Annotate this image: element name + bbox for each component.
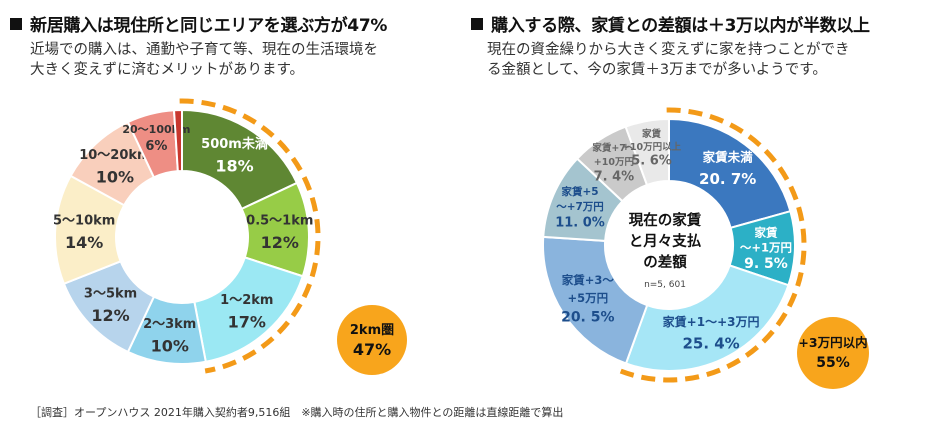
right-subtitle-line1: 現在の資金繰りから大きく変えずに家を持つことができ	[487, 42, 850, 58]
left-callout: 2km圏 47%	[337, 305, 407, 375]
slice-3-1-3	[624, 264, 790, 372]
right-callout: +3万円以内 55%	[797, 317, 869, 389]
right-title-text: 購入する際、家賃との差額は＋3万以内が半数以上	[491, 16, 870, 36]
slice-value-4: 20. 5%	[561, 309, 614, 325]
slice-label-2: 〜+1万円	[740, 241, 792, 255]
slice-label-6: 5〜10km	[53, 213, 115, 228]
center-line2: と月々支払	[629, 232, 702, 250]
center-line1: 現在の家賃	[629, 211, 702, 229]
slice-label-4: 2〜3km	[143, 317, 196, 332]
slice-value-6: 14%	[65, 233, 103, 252]
bullet-square	[471, 18, 483, 30]
slice-value-3: 25. 4%	[682, 335, 739, 353]
slice-label-5: 家賃+5	[561, 185, 598, 198]
slice-label-7: 家賃	[642, 128, 662, 140]
slice-label-5: 3〜5km	[84, 287, 137, 302]
slice-label-3: 家賃+1〜+3万円	[663, 314, 760, 329]
slice-label-4: 家賃+3〜	[562, 273, 615, 287]
slice-label-2: 家賃	[754, 226, 777, 240]
left-title-text: 新居購入は現住所と同じエリアを選ぶ方が47%	[30, 16, 388, 36]
slice-label-6: +10万円	[594, 157, 634, 168]
highlight-dashed-arc	[619, 107, 807, 383]
slice-value-2: 9. 5%	[744, 256, 788, 272]
slice-9-100km	[172, 108, 183, 173]
footnote: ［調査］オープンハウス 2021年購入契約者9,516組 ※購入時の住所と購入物…	[30, 406, 564, 419]
left-subtitle: 近場での購入は、通勤や子育て等、現在の生活環境を 大きく変えずに済むメリットがあ…	[30, 40, 378, 80]
slice-3-1-2km	[193, 256, 305, 363]
slice-value-1: 20. 7%	[699, 170, 756, 188]
slice-label-8: 20〜100km	[122, 123, 190, 136]
right-callout-label: +3万円以内	[798, 335, 867, 350]
slice-label-7: 10〜20km	[79, 148, 150, 163]
center-sample-size: n=5, 601	[644, 280, 686, 290]
slice-1-seg	[668, 117, 792, 230]
slice-4-3-5	[542, 235, 649, 365]
right-callout-value: 55%	[816, 355, 850, 371]
slice-label-4: +5万円	[567, 291, 608, 305]
slice-label-7: +10万円以上	[622, 141, 682, 153]
slice-value-5: 11. 0%	[555, 215, 605, 230]
slice-label-6: 家賃+7〜	[592, 142, 636, 154]
slice-value-5: 12%	[91, 306, 129, 325]
right-subtitle: 現在の資金繰りから大きく変えずに家を持つことができ る金額として、今の家賃＋3万…	[487, 40, 850, 80]
slice-label-5: 〜+7万円	[556, 201, 604, 213]
slice-value-7: 10%	[96, 168, 134, 187]
bullet-square	[10, 18, 22, 30]
slice-value-2: 12%	[261, 233, 299, 252]
left-callout-value: 47%	[353, 340, 391, 359]
left-subtitle-line1: 近場での購入は、通勤や子育て等、現在の生活環境を	[30, 42, 378, 58]
right-panel-title: 購入する際、家賃との差額は＋3万以内が半数以上	[471, 11, 870, 36]
slice-value-7: 5. 6%	[631, 154, 672, 169]
right-callout-bubble	[797, 317, 869, 389]
right-center-text: 現在の家賃 と月々支払 の差額 n=5, 601	[629, 211, 702, 290]
slice-value-4: 10%	[151, 336, 189, 355]
slice-label-1: 家賃未満	[703, 150, 754, 165]
slice-label-1: 500m未満	[201, 136, 268, 152]
left-subtitle-line2: 大きく変えずに済むメリットがあります。	[30, 62, 305, 78]
slice-value-8: 6%	[145, 139, 167, 154]
slice-value-6: 7. 4%	[594, 170, 635, 185]
left-panel-title: 新居購入は現住所と同じエリアを選ぶ方が47%	[10, 11, 387, 36]
slice-label-2: 0.5〜1km	[246, 213, 313, 228]
center-line3: の差額	[643, 253, 687, 271]
slice-7-10	[624, 117, 670, 187]
slice-value-3: 17%	[228, 313, 266, 332]
right-subtitle-line2: る金額として、今の家賃＋3万までが多いようです。	[487, 62, 827, 78]
distance-donut-chart: 500m未満 18% 0.5〜1km 12% 1〜2km 17% 2〜3km 10% 3〜5km…	[53, 98, 321, 374]
slice-value-1: 18%	[215, 156, 253, 175]
left-callout-bubble	[337, 305, 407, 375]
slice-label-3: 1〜2km	[220, 293, 273, 308]
left-callout-label: 2km圏	[350, 323, 394, 338]
highlight-dashed-arc	[179, 98, 321, 374]
